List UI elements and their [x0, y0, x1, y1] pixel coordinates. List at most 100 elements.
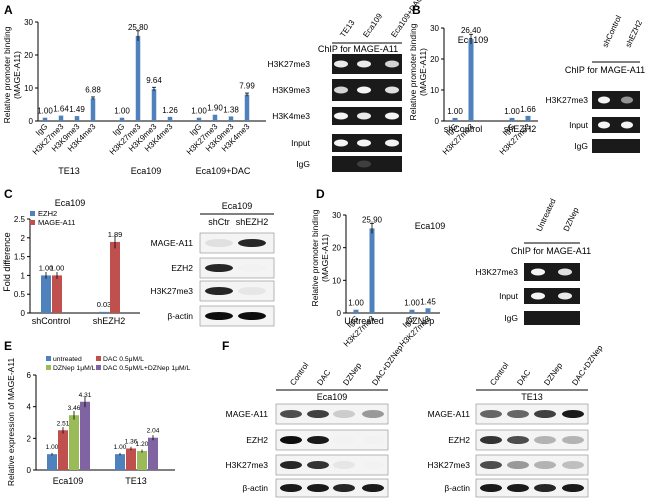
y-tick-label: 20: [430, 55, 439, 64]
blot-strip-h3k27me3: [199, 280, 275, 302]
blot-band: [362, 410, 384, 418]
group-label-shcontrol: shControl: [444, 124, 483, 134]
blot-col-label-shezh2: shEZH2: [624, 18, 645, 48]
y-tick-label: 20: [332, 244, 341, 253]
gel-strip-input: [592, 117, 640, 133]
panel-letter-a: A: [4, 3, 13, 17]
panel-letter-b: B: [412, 3, 421, 17]
bar-eca109-h3k27me3: [135, 35, 141, 121]
y-tick-label: 0: [27, 466, 32, 475]
data-label: 1.00: [447, 107, 463, 116]
blot-band: [205, 287, 233, 295]
legend-label-ezh2: EZH2: [38, 209, 57, 218]
bar-eca109-dac-igg: [196, 117, 202, 121]
data-label: 1.20: [136, 441, 149, 448]
bar-te13-h3k27me3: [58, 115, 64, 121]
blot-band: [238, 312, 266, 320]
gel-background: [592, 91, 640, 109]
bar-shezh2-h3k27me3: [525, 115, 531, 121]
data-label: 25.90: [362, 215, 383, 224]
blot-row-label-igg: IgG: [574, 141, 588, 151]
gel-band: [357, 60, 371, 68]
bar-eca109-h3k4me3: [167, 116, 173, 121]
bar-mage-a11-shezh2: [110, 241, 120, 313]
legend-swatch-mage-a11: [30, 220, 35, 225]
data-label: 1.00: [46, 444, 59, 451]
chip-title: ChIP for MAGE-A11: [511, 246, 591, 256]
gel-band: [357, 139, 371, 147]
blot-col-label-dac-dznep: DAC+DZNep: [570, 343, 605, 387]
blot-background: [199, 257, 275, 279]
gel-band: [334, 139, 348, 147]
blot-band: [238, 239, 266, 247]
blot-band: [280, 461, 302, 469]
legend-label-dac-0-5-m-l-dznep-1-m-l: DAC 0.5μM/L+DZNep 1μM/L: [103, 365, 191, 372]
blot-row-label-input: Input: [569, 120, 589, 130]
y-tick-label: 0.5: [14, 290, 26, 299]
data-label: 1.66: [520, 105, 536, 114]
bar-dac-0-5-m-l-dznep-1-m-l-te13: [148, 437, 158, 470]
blot-row-label-h3k27me3: H3K27me3: [150, 286, 193, 296]
data-label: 1.00: [191, 107, 207, 116]
y-tick-label: 4: [27, 403, 32, 412]
gel-strip-igg: [592, 139, 640, 153]
chart-title: Eca109: [55, 198, 86, 208]
blot-row-label-mage-a11: MAGE-A11: [151, 238, 194, 248]
bar-eca109-h3k9me3: [151, 89, 157, 121]
group-label-shezh2: shEZH2: [504, 124, 537, 134]
blot-row-label-igg: IgG: [504, 313, 518, 323]
gel-background: [524, 288, 580, 304]
data-label: 25.80: [128, 23, 149, 32]
blot-background: [199, 232, 275, 254]
blot-row-label-h3k27me3: H3K27me3: [545, 95, 588, 105]
legend-swatch-ezh2: [30, 211, 35, 216]
gel-strip-igg: [524, 311, 580, 325]
blot-row-label-h3k4me3: H3K4me3: [272, 111, 310, 121]
gel-strip-igg: [332, 156, 402, 172]
y-tick-label: 30: [430, 24, 439, 33]
data-label: 1.45: [420, 297, 436, 306]
blot-title: TE13: [521, 392, 543, 402]
blot-row-label-h3k27me3: H3K27me3: [225, 460, 268, 470]
data-label: 3.46: [68, 405, 81, 412]
data-label: 1.00: [50, 263, 65, 272]
gel-band: [385, 60, 399, 68]
blot-row-label-h3k27me3: H3K27me3: [267, 59, 310, 69]
blot-band: [562, 484, 584, 492]
blot-strip-actin: [199, 305, 275, 327]
gel-band: [357, 160, 371, 168]
blot-band: [362, 436, 384, 444]
y-axis-label: Relative promoter binding: [408, 23, 418, 120]
gel-band: [598, 96, 610, 104]
bar-shezh2-igg: [509, 117, 515, 121]
panel-letter-c: C: [4, 187, 13, 201]
data-label: 7.99: [239, 82, 255, 91]
blot-col-label-control: Control: [488, 361, 510, 387]
gel-band: [598, 121, 610, 129]
gel-band: [621, 96, 633, 104]
blot-title: Eca109: [317, 392, 348, 402]
category-label-te13: TE13: [125, 476, 147, 486]
data-label: 1.00: [114, 107, 130, 116]
blot-col-label-shezh2: shEZH2: [236, 217, 269, 227]
blot-band: [307, 484, 329, 492]
bar-eca109-igg: [119, 117, 125, 121]
blot-col-label-control: Control: [288, 361, 310, 387]
blot-strip-h3k27me3: [275, 454, 389, 476]
gel-band: [531, 268, 545, 276]
legend-label-untreated: untreated: [53, 356, 82, 363]
gel-band: [357, 86, 371, 94]
gel-band: [385, 86, 399, 94]
blot-row-label-actin: β-actin: [242, 483, 268, 493]
blot-row-label-input: Input: [499, 291, 519, 301]
blot-col-label-dznep: DZNep: [562, 206, 581, 233]
bar-untreated-h3k27me3: [369, 228, 375, 313]
blot-col-label-shctr: shCtr: [208, 217, 230, 227]
blot-band: [280, 484, 302, 492]
blot-band: [238, 287, 266, 295]
blot-background: [199, 305, 275, 327]
legend-swatch-untreated: [46, 356, 51, 361]
category-label-shezh2: shEZH2: [93, 316, 126, 326]
gel-band: [558, 268, 572, 276]
blot-strip-ezh2: [275, 429, 389, 451]
